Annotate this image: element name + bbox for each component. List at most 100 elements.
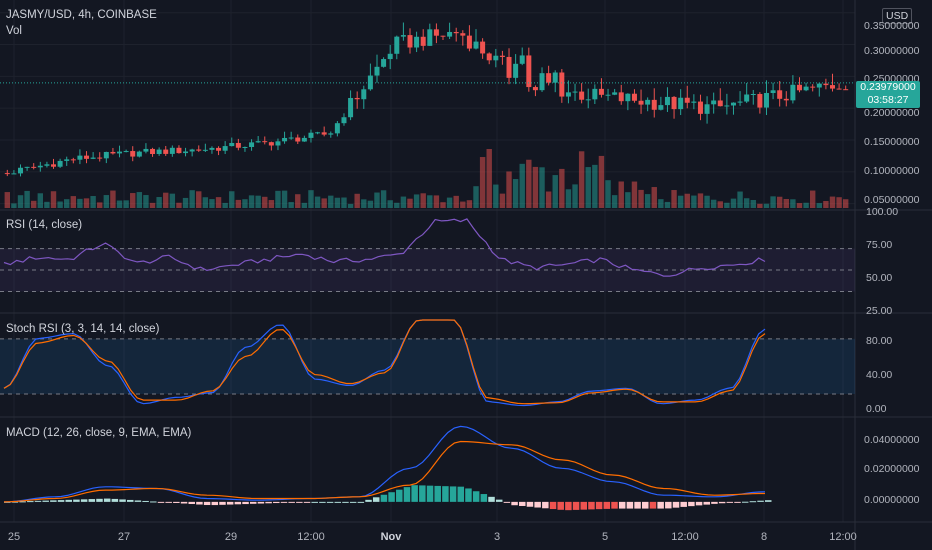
candle-body [737, 101, 743, 103]
volume-bar [413, 194, 420, 208]
macd-histogram-bar [642, 501, 649, 509]
volume-bar [149, 202, 156, 208]
stoch-tick: 80.00 [866, 335, 893, 347]
candle-body [684, 97, 690, 103]
volume-bar [262, 196, 268, 208]
macd-histogram-bar [749, 501, 757, 503]
last-price-value: 0.23979000 [860, 81, 916, 93]
volume-bar [400, 196, 407, 208]
candle-body [823, 83, 829, 86]
candle-body [572, 91, 578, 93]
macd-histogram-bar [203, 501, 211, 506]
candle-body [44, 164, 50, 166]
volume-bar [433, 195, 440, 208]
candle-body [763, 93, 769, 108]
macd-histogram-bar [634, 501, 641, 509]
candle-body [202, 149, 208, 151]
currency-button[interactable]: USD [882, 8, 913, 24]
candle-body [750, 94, 756, 96]
candle-body [605, 94, 611, 96]
volume-bar [757, 203, 763, 208]
rsi-tick: 100.00 [866, 206, 899, 218]
candle-body [625, 93, 631, 102]
candle-body [268, 142, 274, 146]
volume-bar [17, 195, 24, 208]
symbol-title[interactable]: JASMY/USD, 4h, COINBASE [6, 9, 157, 21]
candle-body [433, 29, 439, 36]
volume-bar [281, 190, 288, 208]
candle-body [367, 75, 373, 90]
volume-bar [301, 202, 308, 208]
candle-body [678, 97, 684, 110]
macd-histogram-bar [649, 501, 657, 509]
candle-body [57, 160, 63, 167]
candle-body [513, 63, 519, 78]
macd-histogram-bar [457, 486, 465, 502]
volume-bar [783, 199, 789, 208]
volume-bar [97, 202, 103, 208]
volume-bar [611, 195, 618, 208]
candle-body [275, 141, 281, 146]
volume-bar [202, 197, 209, 208]
macd-histogram-bar [11, 501, 19, 503]
macd-histogram-bar [211, 501, 219, 506]
candle-body [843, 89, 849, 91]
volume-bar [737, 191, 743, 208]
candle-body [255, 141, 261, 143]
macd-histogram-bar [50, 500, 57, 502]
volume-bar [130, 193, 136, 208]
macd-histogram-bar [226, 501, 234, 505]
macd-histogram-bar [503, 501, 511, 503]
candle-body [565, 92, 571, 97]
candle-body [697, 101, 703, 114]
macd-histogram-bar [165, 501, 172, 503]
volume-bar [770, 196, 776, 208]
time-tick: 8 [760, 531, 768, 543]
price-tick: 0.15000000 [864, 136, 920, 148]
macd-histogram-bar [565, 501, 572, 511]
volume-bar [658, 199, 664, 208]
macd-histogram-bar [419, 485, 426, 502]
rsi-title[interactable]: RSI (14, close) [6, 219, 83, 231]
candle-body [24, 166, 30, 168]
volume-bar [321, 198, 327, 208]
volume-bar [44, 201, 50, 208]
volume-bar [367, 200, 374, 208]
candle-body [519, 55, 525, 64]
candle-body [579, 91, 585, 100]
volume-bar [354, 193, 360, 208]
stoch-band [0, 338, 855, 395]
volume-bar [446, 197, 453, 208]
macd-title[interactable]: MACD (12, 26, close, 9, EMA, EMA) [6, 427, 192, 439]
volume-bar [110, 190, 116, 208]
macd-histogram-bar [665, 501, 672, 509]
volume-legend[interactable]: Vol [6, 25, 22, 37]
volume-bar [123, 200, 129, 208]
macd-histogram-bar [442, 486, 449, 502]
candle-body [242, 147, 248, 149]
macd-histogram-bar [42, 500, 49, 502]
volume-bar [842, 199, 849, 208]
time-tick: 12:00 [671, 531, 699, 543]
volume-bar [572, 184, 578, 208]
volume-bar [295, 194, 301, 208]
volume-bar [519, 163, 525, 208]
macd-histogram-bar [703, 501, 711, 505]
volume-bar [440, 202, 446, 208]
candle-body [189, 149, 195, 152]
candle-body [447, 31, 453, 37]
macd-histogram-bar [288, 501, 295, 503]
candle-body [90, 157, 96, 159]
macd-histogram-bar [280, 501, 288, 503]
macd-histogram-bar [465, 488, 472, 502]
candle-body [744, 94, 750, 102]
candle-body [585, 99, 591, 101]
volume-bar [499, 193, 506, 208]
stoch-rsi-title[interactable]: Stoch RSI (3, 3, 14, 14, close) [6, 323, 160, 335]
macd-histogram-bar [242, 501, 249, 505]
volume-bar [816, 203, 822, 208]
macd-histogram-bar [680, 501, 687, 507]
macd-histogram-bar [711, 501, 718, 504]
bar-countdown: 03:58:27 [867, 94, 909, 106]
